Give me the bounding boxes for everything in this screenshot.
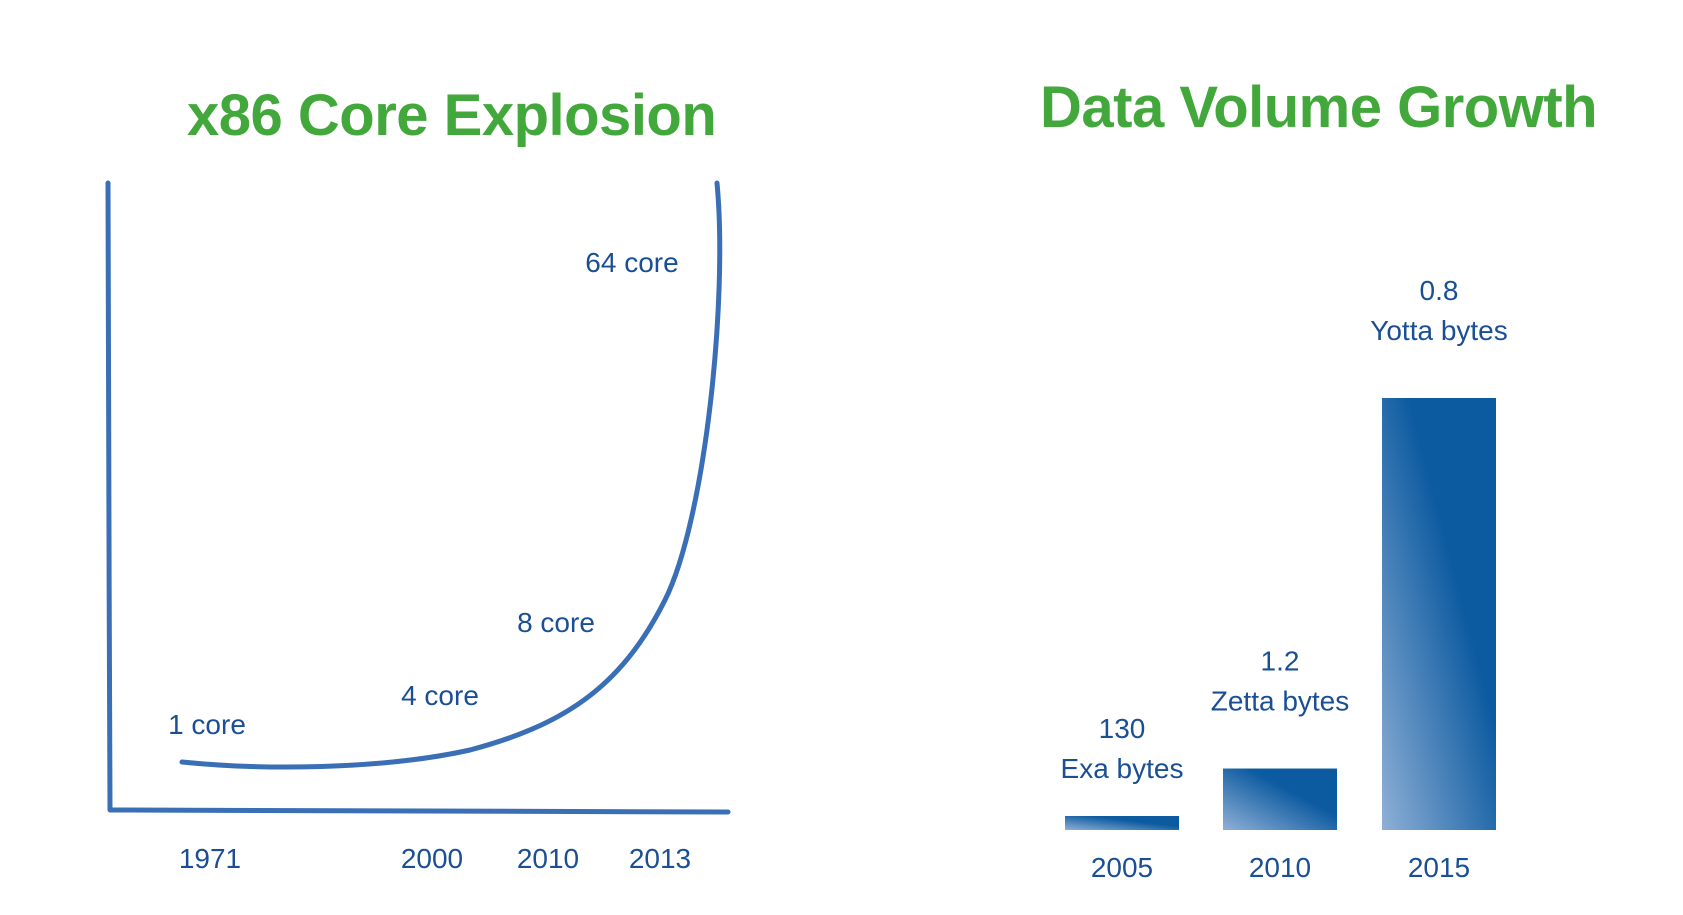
core-chart: 1971 2000 2010 2013 1 core 4 core 8 core 64 co…	[105, 180, 731, 874]
data-bar-value-label: 130	[1099, 713, 1146, 744]
data-volume-bar	[1223, 768, 1337, 830]
core-chart-axis	[105, 180, 731, 815]
data-x-tick-label: 2015	[1408, 852, 1470, 883]
core-chart-title: x86 Core Explosion	[187, 83, 717, 148]
data-bar-value-label: 1.2	[1261, 646, 1300, 677]
data-chart-title: Data Volume Growth	[1040, 75, 1598, 140]
data-bar-unit-label: Exa bytes	[1061, 753, 1184, 784]
data-bar-value-label: 0.8	[1420, 275, 1459, 306]
core-x-tick-label: 2010	[517, 843, 579, 874]
data-x-tick-label: 2010	[1249, 852, 1311, 883]
core-x-tick-label: 2013	[629, 843, 691, 874]
core-point-label: 8 core	[517, 607, 595, 638]
core-x-tick-label: 2000	[401, 843, 463, 874]
data-x-tick-label: 2005	[1091, 852, 1153, 883]
data-bar-unit-label: Yotta bytes	[1370, 315, 1508, 346]
core-point-label: 64 core	[585, 247, 678, 278]
core-point-label: 4 core	[401, 680, 479, 711]
core-point-label: 1 core	[168, 709, 246, 740]
data-volume-bar	[1065, 816, 1179, 830]
core-x-tick-label: 1971	[179, 843, 241, 874]
data-bar-unit-label: Zetta bytes	[1211, 686, 1350, 717]
data-volume-bar	[1382, 398, 1496, 830]
data-chart: 2005 2010 2015 130 Exa bytes 1.2 Zetta bytes 0…	[1061, 275, 1508, 883]
core-growth-line	[179, 180, 723, 770]
